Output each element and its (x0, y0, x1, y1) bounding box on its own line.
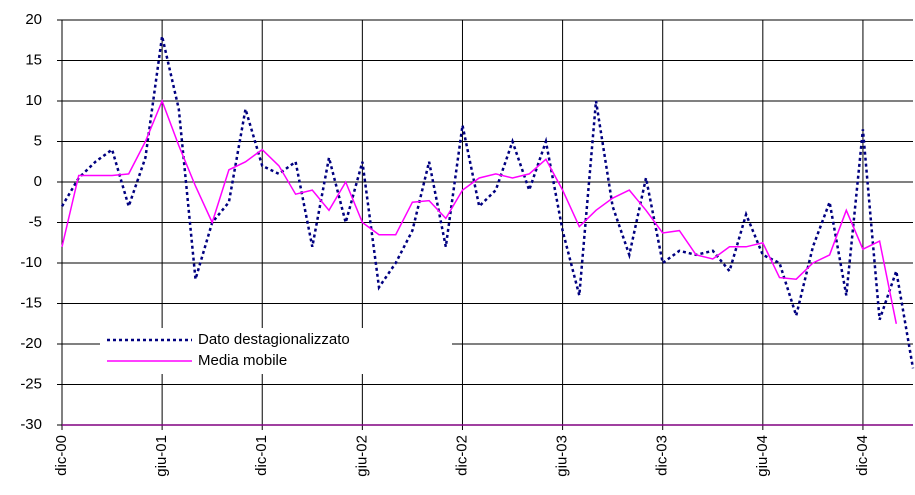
series-line (61, 98, 898, 324)
y-tick-label: -20 (20, 335, 42, 352)
y-tick-label: 5 (34, 132, 42, 149)
x-tick-label: giu-04 (754, 435, 771, 477)
y-tick-label: 10 (25, 92, 42, 109)
x-tick-label: giu-02 (353, 435, 370, 477)
y-tick-label: 15 (25, 51, 42, 68)
y-tick-label: -10 (20, 254, 42, 271)
x-tick-label: dic-02 (453, 435, 470, 476)
y-tick-label: 0 (34, 173, 42, 190)
y-tick-label: -30 (20, 416, 42, 433)
legend-label: Media mobile (198, 352, 287, 369)
x-tick-label: dic-03 (654, 435, 671, 476)
y-tick-label: -15 (20, 294, 42, 311)
y-tick-label: -5 (29, 213, 42, 230)
y-tick-label: -25 (20, 375, 42, 392)
legend-box (100, 328, 452, 374)
legend-label: Dato destagionalizzato (198, 331, 350, 348)
y-tick-label: 20 (25, 11, 42, 28)
x-tick-label: dic-00 (53, 435, 70, 476)
x-tick-label: dic-04 (854, 435, 871, 476)
series-line (60, 35, 915, 369)
x-tick-label: giu-03 (554, 435, 571, 477)
x-tick-label: giu-01 (153, 435, 170, 477)
x-tick-label: dic-01 (253, 435, 270, 476)
